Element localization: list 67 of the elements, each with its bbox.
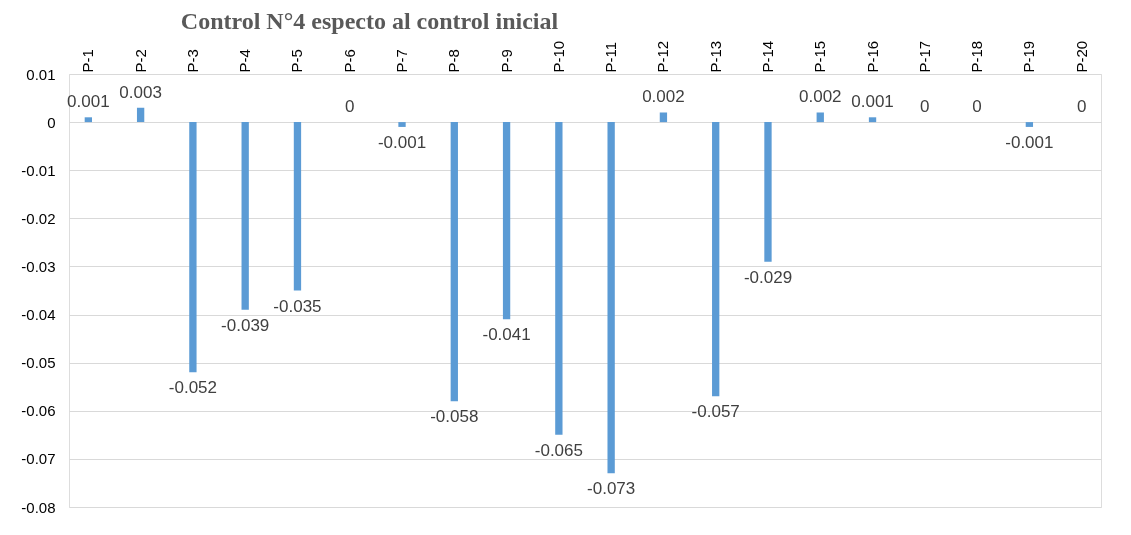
y-tick-label: -0.04 — [21, 306, 56, 324]
bar — [816, 112, 824, 123]
data-label: 0.002 — [642, 87, 685, 107]
data-label: 0.001 — [67, 92, 110, 112]
data-label: -0.058 — [430, 407, 479, 427]
x-tick-label: P-7 — [393, 49, 411, 73]
x-tick-label: P-5 — [288, 49, 306, 73]
x-tick-label: P-12 — [654, 40, 672, 73]
bar — [555, 122, 563, 435]
y-tick-label: -0.05 — [21, 354, 56, 372]
data-label: 0 — [345, 97, 355, 117]
x-tick-label: P-2 — [131, 49, 149, 73]
data-label: 0.002 — [798, 87, 842, 107]
data-label: 0 — [1076, 97, 1087, 117]
bar — [659, 112, 668, 123]
y-tick-label: 0.01 — [26, 65, 56, 83]
data-label: -0.001 — [1005, 132, 1054, 152]
x-tick-label: P-18 — [968, 40, 986, 73]
bar — [1025, 122, 1034, 127]
data-label: 0.001 — [851, 92, 894, 112]
x-tick-label: P-4 — [236, 49, 254, 73]
data-label: 0.003 — [119, 82, 162, 102]
y-tick-label: 0 — [47, 113, 56, 131]
x-tick-label: P-9 — [497, 49, 515, 73]
bar — [868, 117, 877, 123]
data-label: 0 — [920, 97, 930, 117]
x-tick-label: P-16 — [863, 40, 881, 73]
x-tick-label: P-13 — [706, 40, 724, 73]
y-tick-label: -0.08 — [21, 498, 56, 516]
x-tick-label: P-17 — [915, 40, 933, 73]
x-tick-label: P-15 — [811, 40, 829, 73]
data-label: -0.039 — [221, 315, 270, 335]
bar — [293, 122, 302, 291]
bar — [189, 122, 197, 373]
x-tick-label: P-3 — [183, 49, 201, 73]
x-tick-label: P-6 — [340, 49, 358, 73]
bar — [241, 122, 249, 310]
bar — [502, 122, 511, 320]
bar — [450, 122, 458, 402]
bar — [136, 107, 145, 123]
bar — [764, 122, 772, 262]
x-tick-label: P-11 — [602, 41, 620, 73]
data-label: 0 — [972, 97, 982, 117]
y-tick-label: -0.03 — [21, 257, 56, 275]
y-tick-label: -0.07 — [21, 450, 56, 468]
data-label: -0.041 — [482, 325, 531, 345]
bar — [398, 122, 406, 127]
x-tick-label: P-20 — [1072, 40, 1090, 73]
data-label: -0.001 — [377, 132, 427, 152]
data-label: -0.052 — [168, 378, 217, 398]
bar — [84, 117, 92, 123]
data-label: -0.035 — [273, 296, 322, 316]
y-tick-label: -0.02 — [21, 209, 56, 227]
x-tick-label: P-8 — [445, 49, 463, 73]
bar — [712, 122, 720, 397]
data-label: -0.057 — [691, 402, 740, 422]
data-label: -0.073 — [587, 479, 636, 499]
chart-title: Control N°4 especto al control inicial — [180, 8, 559, 35]
x-tick-label: P-1 — [79, 49, 97, 73]
data-label: -0.029 — [743, 267, 793, 287]
bar — [607, 122, 615, 474]
data-label: -0.065 — [534, 440, 583, 460]
y-tick-label: -0.06 — [21, 402, 56, 420]
y-tick-label: -0.01 — [21, 161, 56, 179]
x-tick-label: P-10 — [549, 40, 567, 73]
x-tick-label: P-19 — [1020, 40, 1038, 73]
x-tick-label: P-14 — [758, 40, 776, 73]
